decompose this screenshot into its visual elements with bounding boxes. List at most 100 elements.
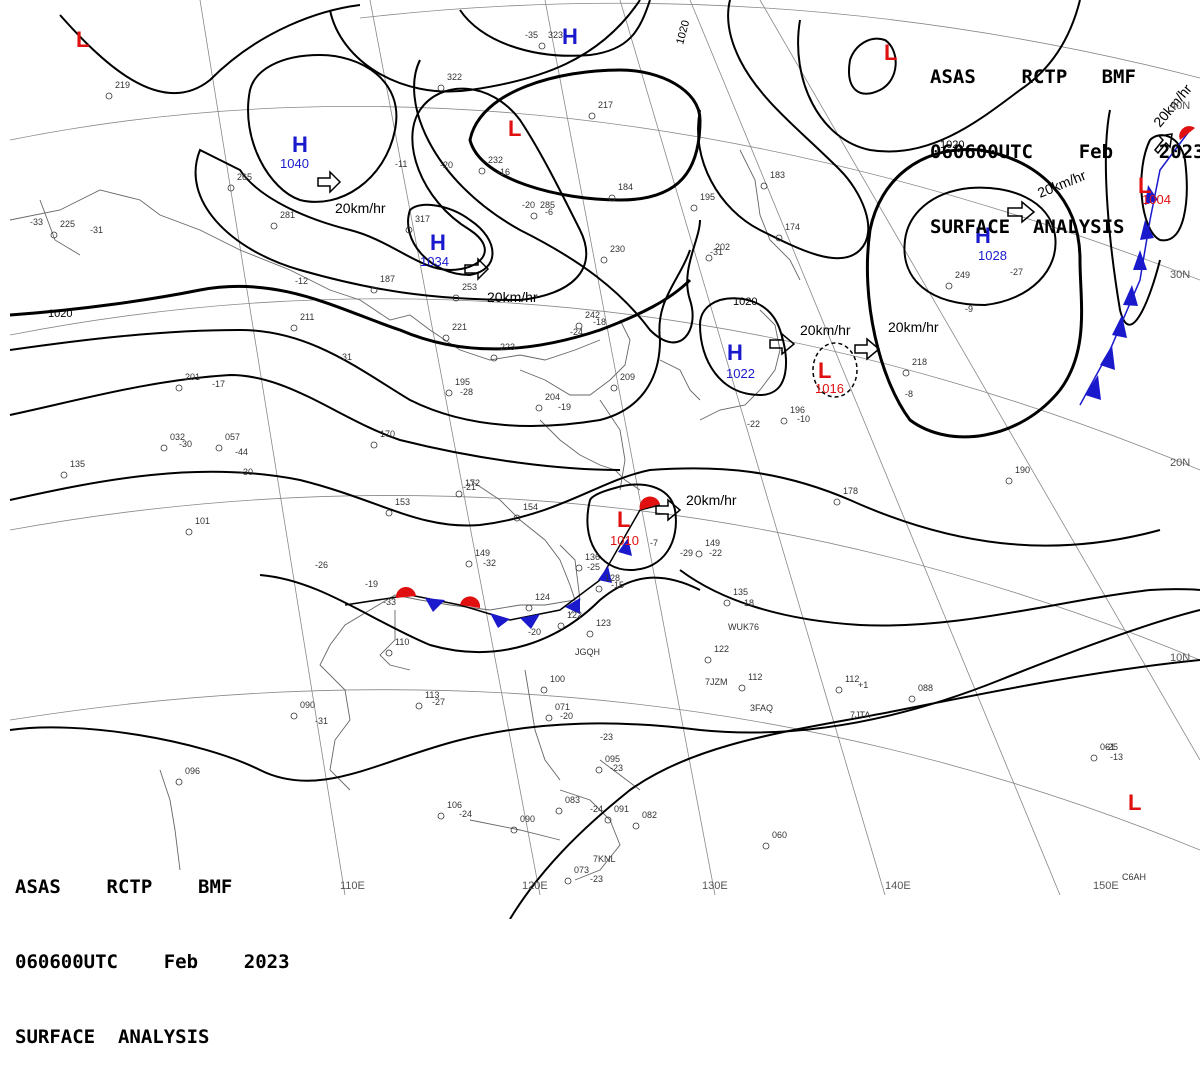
longitude-label: 140E <box>885 880 911 892</box>
station-value: -18 <box>593 317 606 327</box>
station-value: 174 <box>785 222 800 232</box>
station-circle <box>415 702 423 710</box>
station-value: 195 <box>455 377 470 387</box>
low-center-north-central: L <box>508 116 521 141</box>
high-value: 1022 <box>726 366 755 381</box>
station-value: -17 <box>212 379 225 389</box>
station-value: 195 <box>700 192 715 202</box>
isobar-label: 1020 <box>674 19 692 46</box>
station-value: -9 <box>965 304 973 314</box>
station-value: -30 <box>179 439 192 449</box>
station-value: 112 <box>845 674 859 684</box>
station-value: -32 <box>483 558 496 568</box>
station-value: -28 <box>460 387 473 397</box>
station-circle <box>545 714 553 722</box>
station-value: 190 <box>1015 465 1030 475</box>
station-circle <box>510 826 518 834</box>
station-circle <box>902 369 910 377</box>
station-circle <box>455 490 463 498</box>
station-value: 128 <box>605 573 620 583</box>
header-line-3: SURFACE ANALYSIS <box>930 216 1125 238</box>
header-line-2: 060600UTC Feb 2023 <box>15 951 290 973</box>
station-value: -23 <box>590 874 603 884</box>
low-value: 1004 <box>1142 192 1171 207</box>
station-circle <box>1005 477 1013 485</box>
station-value: -10 <box>797 414 810 424</box>
station-circle <box>175 778 183 786</box>
station-circle <box>575 564 583 572</box>
station-value: 106 <box>447 800 462 810</box>
station-value: 196 <box>790 405 805 415</box>
station-circle <box>738 684 746 692</box>
station-circle <box>530 212 538 220</box>
high-center-1040: H 1040 <box>280 132 309 171</box>
station-circle <box>437 812 445 820</box>
station-circle <box>835 686 843 694</box>
header-line-3: SURFACE ANALYSIS <box>15 1026 210 1048</box>
isobar-label: 1020 <box>940 139 964 151</box>
station-value: 149 <box>705 538 720 548</box>
low-center-1016: L 1016 <box>812 342 858 398</box>
station-value: 101 <box>195 516 210 526</box>
station-value: -15 <box>611 580 624 590</box>
station-value: 223 <box>500 342 515 352</box>
station-value: -20 <box>528 627 541 637</box>
station-circle <box>723 599 731 607</box>
station-value: +1 <box>858 680 868 690</box>
longitude-label: 120E <box>522 880 548 892</box>
low-value: 1016 <box>815 381 844 396</box>
station-value: -20 <box>440 160 453 170</box>
station-circle <box>465 560 473 568</box>
station-value: 209 <box>620 372 635 382</box>
motion-label: 20km/hr <box>335 200 386 216</box>
station-circle <box>290 324 298 332</box>
station-circle <box>705 254 713 262</box>
station-value: 225 <box>60 219 75 229</box>
station-value: 211 <box>300 312 314 322</box>
station-value: 096 <box>185 766 200 776</box>
station-value: 122 <box>567 610 582 620</box>
station-value: 170 <box>380 429 395 439</box>
low-center-1010: L 1010 <box>610 507 639 548</box>
station-value: 218 <box>912 357 927 367</box>
station-value: 201 <box>185 372 200 382</box>
station-value: 3FAQ <box>750 703 773 713</box>
station-value: -25 <box>1105 742 1118 752</box>
motion-label: 20km/hr <box>888 319 939 335</box>
high-symbol: H <box>430 230 446 255</box>
low-symbol: L <box>884 40 897 65</box>
isobars <box>9 0 1200 919</box>
station-circle <box>780 417 788 425</box>
station-value: 060 <box>772 830 787 840</box>
station-value: -8 <box>905 389 913 399</box>
station-value: 090 <box>520 814 535 824</box>
station-circle <box>1090 754 1098 762</box>
station-value: 285 <box>540 200 555 210</box>
header-line-1: ASAS RCTP BMF <box>15 876 233 898</box>
motion-arrows <box>317 133 1173 522</box>
low-value: 1010 <box>610 533 639 548</box>
station-circle <box>908 695 916 703</box>
station-value: 073 <box>574 865 589 875</box>
stationary-front <box>344 496 661 629</box>
station-circle <box>564 877 572 885</box>
high-center-north: H <box>562 24 578 49</box>
station-value: 323 <box>548 30 563 40</box>
station-value: -31 <box>710 247 723 257</box>
station-value: -24 <box>570 327 583 337</box>
station-circle <box>385 649 393 657</box>
station-value: 136 <box>585 552 600 562</box>
station-value: 249 <box>955 270 970 280</box>
station-value: 230 <box>610 244 625 254</box>
station-circle <box>595 766 603 774</box>
station-circle <box>452 294 460 302</box>
high-center-1034: H 1034 <box>420 230 449 269</box>
coastlines <box>9 149 801 881</box>
station-value: 122 <box>714 644 729 654</box>
station-circle <box>588 112 596 120</box>
station-value: -19 <box>558 402 571 412</box>
station-circle <box>370 286 378 294</box>
station-value: -27 <box>1010 267 1023 277</box>
station-value: 7JZM <box>705 677 728 687</box>
station-value: 071 <box>555 702 570 712</box>
